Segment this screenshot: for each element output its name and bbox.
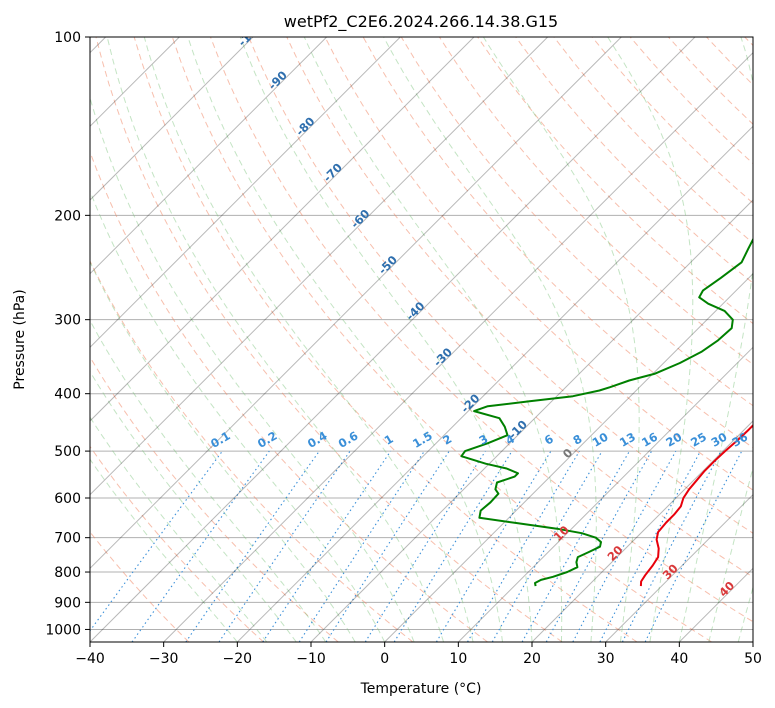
mixing-ratio-lines (90, 450, 743, 642)
y-tick-label: 400 (54, 387, 81, 403)
plot-frame (89, 36, 754, 643)
isotherm-line (163, 51, 753, 642)
mixing-ratio-line (298, 450, 425, 642)
isotherm-line (90, 37, 328, 275)
x-axis-ticks: −40 −30 −20 −10 0 10 20 30 40 50 (75, 642, 762, 667)
mixing-ratio-label: 10 (590, 430, 611, 450)
isotherm-line (90, 37, 254, 201)
dry-adiabat (286, 37, 753, 534)
dewpoint-profile-line (460, 237, 753, 587)
moist-adiabat (607, 37, 694, 642)
moist-adiabat (708, 466, 753, 642)
profile-series (460, 237, 753, 587)
mixing-ratio-label: 25 (688, 430, 709, 450)
dry-adiabat (210, 37, 753, 623)
mixing-ratio-label: 16 (639, 430, 660, 450)
moist-adiabat (90, 370, 297, 642)
mixing-ratio-line (325, 450, 450, 642)
dry-adiabat (324, 37, 753, 491)
mixing-ratio-line (599, 450, 701, 642)
mixing-ratio-line (262, 450, 392, 642)
x-tick-label: 0 (380, 651, 389, 667)
mixing-ratio-line (467, 450, 580, 642)
y-tick-label: 200 (54, 208, 81, 224)
x-tick-label: 40 (670, 651, 688, 667)
y-tick-label: 900 (54, 595, 81, 611)
mixing-ratio-line (364, 450, 486, 642)
x-tick-label: 10 (449, 651, 467, 667)
x-tick-label: 50 (744, 651, 762, 667)
chart-title: wetPf2_C2E6.2024.266.14.38.G15 (284, 12, 558, 32)
isotherm-line (236, 125, 753, 642)
mixing-ratio-line (572, 450, 677, 642)
x-tick-label: −40 (75, 651, 105, 667)
moist-adiabat (187, 37, 503, 642)
dry-adiabat (90, 445, 264, 642)
y-axis-label: Pressure (hPa) (12, 289, 28, 389)
moist-adiabat (383, 37, 597, 642)
mixing-ratio-label: 30 (709, 430, 730, 450)
isotherm-line (531, 420, 753, 642)
moist-adiabat (90, 96, 415, 642)
moist-adiabat (239, 37, 533, 642)
mixing-ratio-line (185, 450, 320, 642)
moist-adiabat (90, 319, 327, 642)
mixing-ratio-label: 20 (663, 430, 684, 450)
mixing-ratio-label: 36 (729, 430, 750, 450)
x-tick-label: −20 (223, 651, 253, 667)
y-axis-ticks: 100 200 300 400 500 600 700 800 900 1000 (45, 30, 90, 638)
pressure-gridlines (90, 37, 753, 630)
moist-adiabat (737, 585, 753, 642)
dry-adiabat (133, 37, 638, 642)
line-labels: 0.10.20.40.611.52346810131620253036-100-… (208, 37, 750, 600)
moist-adiabat (303, 37, 563, 642)
mixing-ratio-line (393, 450, 513, 642)
moist-adiabat (678, 37, 753, 642)
isotherm-line (90, 37, 475, 422)
moist-adiabat (90, 416, 268, 642)
isotherm-line (457, 346, 753, 642)
x-tick-label: −10 (296, 651, 326, 667)
x-axis-label: Temperature (°C) (360, 681, 482, 697)
y-tick-label: 300 (54, 313, 81, 329)
y-tick-label: 600 (54, 491, 81, 507)
isotherm-line (90, 37, 622, 570)
isotherm-line (384, 272, 753, 642)
moist-adiabat (106, 37, 445, 642)
x-tick-label: −30 (149, 651, 179, 667)
moist-adiabat (90, 260, 356, 642)
plot-area: 0.10.20.40.611.52346810131620253036-100-… (90, 37, 753, 642)
moist-adiabat (143, 37, 474, 642)
x-tick-label: 20 (523, 651, 541, 667)
mixing-ratio-label: 13 (617, 430, 638, 450)
isotherm-line (605, 493, 753, 642)
mixing-ratio-line (435, 450, 552, 642)
y-tick-label: 100 (54, 30, 81, 46)
x-tick-label: 30 (597, 651, 615, 667)
isotherm-line (90, 37, 401, 349)
moist-adiabat (482, 37, 640, 642)
isotherms (90, 37, 753, 642)
moist-adiabat (90, 189, 386, 642)
moist-adiabat (90, 458, 238, 642)
isotherm-line (90, 37, 549, 496)
isotherm-line (90, 37, 696, 642)
mixing-ratio-line (218, 450, 351, 642)
dry-adiabat (90, 259, 414, 642)
dry-adiabat (95, 37, 563, 642)
isotherm-line (310, 199, 753, 642)
y-tick-label: 700 (54, 531, 81, 547)
temperature-profile-line (639, 423, 753, 587)
dry-adiabat (515, 37, 753, 284)
dry-adiabat (248, 37, 753, 578)
y-tick-label: 800 (54, 565, 81, 581)
y-tick-label: 1000 (45, 622, 81, 638)
y-tick-label: 500 (54, 444, 81, 460)
moist-adiabats (90, 37, 753, 642)
